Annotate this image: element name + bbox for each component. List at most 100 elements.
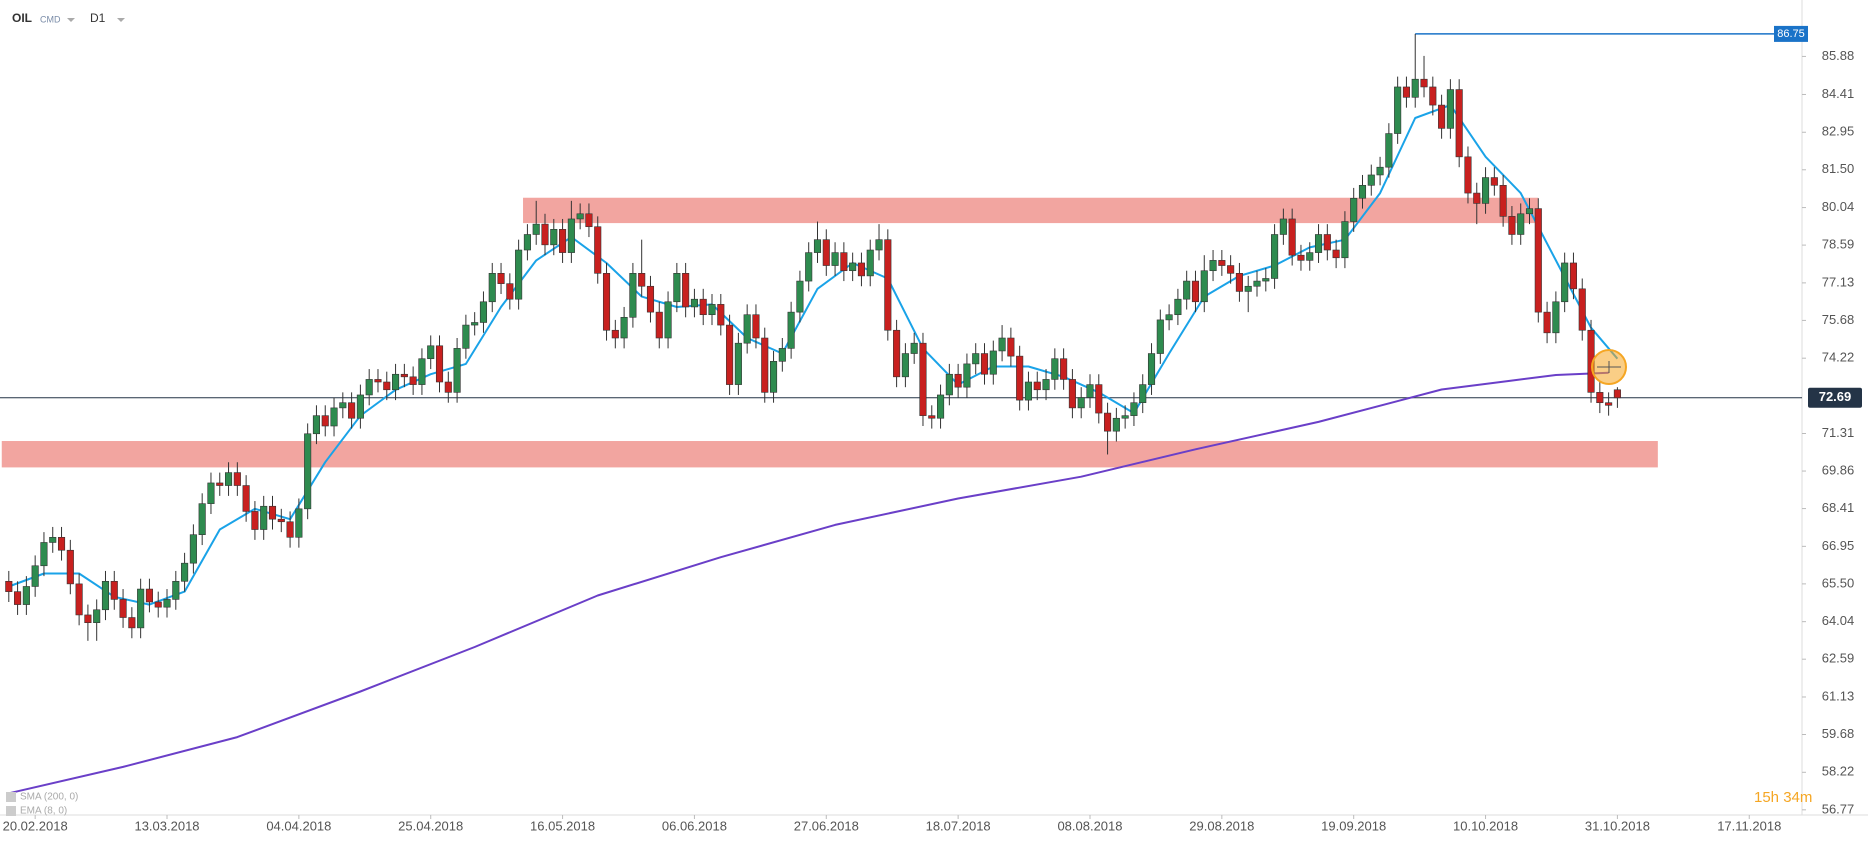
candle-body	[1060, 358, 1068, 380]
x-tick-label: 13.03.2018	[134, 818, 199, 833]
candle-body	[1068, 379, 1076, 409]
candle-body	[980, 353, 989, 375]
candle-body	[1218, 260, 1226, 266]
y-tick-label: 61.13	[1822, 688, 1855, 703]
zone	[1, 441, 1658, 468]
zone	[523, 197, 1539, 224]
candle-body	[471, 322, 479, 326]
candle-body	[1376, 166, 1384, 176]
candle-body	[805, 252, 813, 282]
candle-body	[1042, 379, 1050, 391]
candle-body	[1191, 280, 1200, 303]
candle-body	[1402, 86, 1410, 98]
legend-label: SMA (200, 0)	[20, 792, 78, 803]
y-tick-label: 56.77	[1822, 801, 1855, 816]
candle-body	[620, 317, 628, 339]
candle-body	[497, 273, 505, 284]
candle-body	[1332, 249, 1340, 259]
y-tick-label: 66.95	[1822, 538, 1855, 553]
x-tick-label: 25.04.2018	[398, 818, 463, 833]
candle-body	[1490, 177, 1498, 186]
candle-body	[708, 304, 716, 316]
candle-body	[110, 580, 118, 600]
dropdown-caret[interactable]	[67, 18, 75, 22]
candle-body	[462, 324, 470, 349]
candle-body	[928, 415, 936, 419]
candle-body	[1613, 389, 1621, 399]
candle-body	[93, 609, 101, 624]
candle-body	[954, 373, 962, 388]
y-tick-label: 71.31	[1822, 425, 1855, 440]
candle-body	[1464, 156, 1472, 194]
candle-body	[682, 273, 690, 308]
candle-body	[453, 348, 461, 393]
candle-body	[66, 549, 74, 585]
candle-body	[752, 314, 760, 339]
candle-body	[304, 433, 312, 510]
candle-body	[75, 583, 83, 616]
candle-body	[348, 402, 356, 419]
candle-body	[972, 353, 980, 365]
price-tag	[1774, 25, 1808, 42]
candle-body	[224, 472, 233, 486]
candle-body	[198, 503, 206, 536]
candle-body	[778, 348, 786, 362]
x-tick-label: 06.06.2018	[662, 818, 727, 833]
candle-body	[919, 342, 927, 416]
y-tick-label: 81.50	[1822, 161, 1855, 176]
candle-body	[1411, 78, 1419, 98]
candle-body	[216, 482, 224, 486]
x-tick-label: 19.09.2018	[1321, 818, 1386, 833]
candle-body	[1482, 177, 1490, 204]
y-tick-label: 69.86	[1822, 462, 1855, 477]
candle-body	[629, 273, 637, 318]
candle-body	[664, 301, 672, 339]
candle-body	[559, 229, 567, 253]
candle-body	[1323, 234, 1331, 251]
countdown: 15h 34m	[1754, 789, 1812, 806]
candle-body	[330, 407, 338, 427]
candle-body	[479, 301, 488, 323]
candle-body	[1429, 86, 1437, 106]
candle-body	[506, 283, 514, 300]
dropdown-caret[interactable]	[117, 18, 125, 22]
candle-body	[1077, 397, 1085, 409]
candle-body	[57, 536, 66, 551]
candle-body	[989, 350, 997, 375]
symbol[interactable]: OIL	[12, 11, 32, 25]
candle-body	[22, 586, 30, 605]
candle-body	[910, 342, 918, 354]
candle-body	[1086, 384, 1094, 398]
interval[interactable]: D1	[90, 11, 106, 25]
x-tick-label: 17.11.2018	[1717, 818, 1781, 833]
candle-body	[1499, 185, 1507, 217]
candle-body	[1227, 265, 1235, 274]
y-tick-label: 78.59	[1822, 237, 1855, 252]
candle-body	[181, 562, 189, 582]
candle-body	[189, 534, 197, 564]
candle-body	[1130, 402, 1138, 416]
candle-body	[1253, 280, 1261, 287]
candle-body	[594, 226, 602, 274]
candle-body	[1007, 337, 1015, 357]
candle-body	[1358, 185, 1367, 199]
candle-body	[339, 402, 347, 409]
candle-body	[963, 363, 971, 388]
candle-body	[567, 218, 575, 253]
candle-body	[1446, 89, 1454, 129]
y-tick-label: 77.13	[1822, 274, 1855, 289]
candle-body	[576, 213, 584, 220]
candle-body	[233, 472, 241, 486]
y-tick-label: 85.88	[1822, 48, 1855, 63]
candle-body	[321, 415, 329, 427]
candle-body	[690, 298, 698, 308]
x-tick-label: 04.04.2018	[266, 818, 331, 833]
candle-body	[585, 213, 593, 228]
candle-body	[145, 588, 153, 603]
y-tick-label: 68.41	[1822, 500, 1855, 515]
candle-body	[1350, 197, 1358, 222]
x-tick-label: 20.02.2018	[3, 818, 68, 833]
price-tag	[1808, 387, 1862, 408]
